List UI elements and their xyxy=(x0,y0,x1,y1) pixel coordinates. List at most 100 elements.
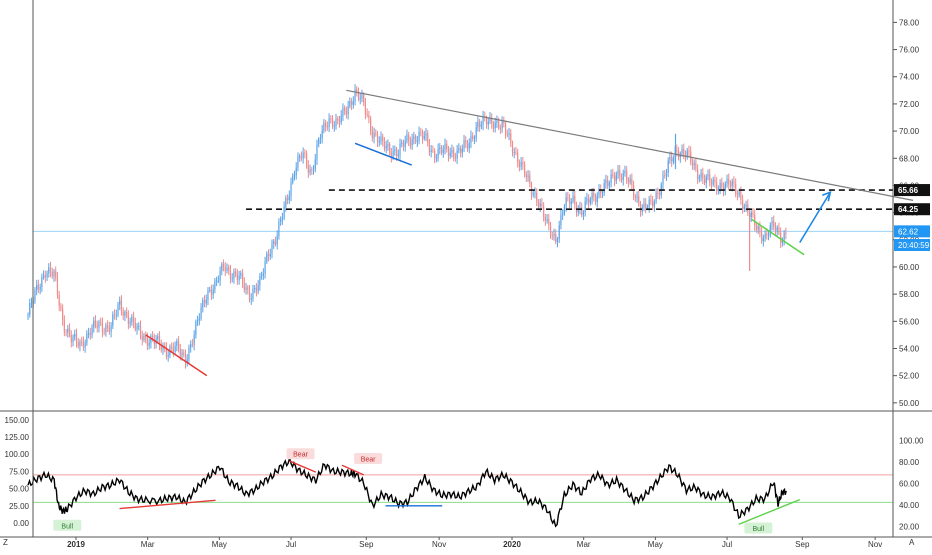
descending-trendline xyxy=(346,89,914,201)
candle-body xyxy=(593,192,595,197)
candle-body xyxy=(613,175,616,181)
candle-body xyxy=(274,241,277,245)
candle-body xyxy=(741,199,744,209)
candle-body xyxy=(555,234,557,242)
candle-body xyxy=(610,174,612,183)
candle-body xyxy=(82,341,85,348)
candle-body xyxy=(299,156,301,158)
bull-badge-1-bg xyxy=(53,519,82,531)
candle-body xyxy=(138,325,140,327)
candle-body xyxy=(459,147,462,153)
candle-body xyxy=(293,175,296,176)
candle-body xyxy=(697,169,699,179)
candle-body xyxy=(328,118,330,128)
price-axis-tick-label: 76.00 xyxy=(899,46,920,55)
candle-body xyxy=(693,162,695,166)
candle-body xyxy=(691,161,694,166)
candle-body xyxy=(735,183,737,194)
candle-body xyxy=(267,253,270,257)
candle-body xyxy=(411,139,413,146)
candle-body xyxy=(588,198,590,204)
candle-body xyxy=(304,152,306,154)
candle-body xyxy=(126,311,128,316)
price-axis-tick-label: 68.00 xyxy=(899,154,920,163)
candle-body xyxy=(532,193,534,195)
candle-body xyxy=(440,147,443,153)
candle-body xyxy=(84,343,86,348)
oscillator-pane: Bull Bear Bear Bull xyxy=(27,448,893,534)
candle-body xyxy=(342,107,344,116)
corner-label-right[interactable]: A xyxy=(909,538,915,547)
candle-body xyxy=(568,197,571,205)
price-axis-tick-label: 52.00 xyxy=(899,372,920,381)
candle-body xyxy=(323,122,325,131)
candle-body xyxy=(338,120,341,123)
candle-body xyxy=(113,314,116,316)
price-labels-layer: 65.66 64.25 62.62 20:40:59 xyxy=(894,184,930,251)
candle-body xyxy=(389,144,391,153)
candle-body xyxy=(316,144,318,160)
candle-body xyxy=(221,264,223,271)
candle-body xyxy=(724,183,726,191)
drawings-layer xyxy=(145,89,914,377)
candle-body xyxy=(250,298,252,300)
candle-body xyxy=(264,261,266,274)
candle-body xyxy=(515,152,517,154)
candle-body xyxy=(98,322,100,328)
price-axis-tick-label: 78.00 xyxy=(899,18,920,27)
candle-body xyxy=(129,321,131,324)
candle-body xyxy=(105,325,107,333)
candle-body xyxy=(556,239,559,242)
candle-body xyxy=(262,273,264,276)
candle-body xyxy=(731,180,733,187)
candle-body xyxy=(543,205,545,217)
candle-body xyxy=(233,271,235,279)
candle-body xyxy=(122,311,124,316)
candle-body xyxy=(479,121,481,127)
candle-body xyxy=(305,153,308,166)
price-label-text: 65.66 xyxy=(898,186,919,195)
candle-body xyxy=(235,271,237,275)
candle-body xyxy=(466,142,469,149)
candle-body xyxy=(475,127,477,139)
candle-body xyxy=(721,182,723,188)
candle-body xyxy=(399,143,401,155)
candle-body xyxy=(710,182,713,185)
candle-body xyxy=(300,156,303,159)
price-label-text: 20:40:59 xyxy=(898,241,930,250)
candle-body xyxy=(295,167,297,176)
candle-body xyxy=(214,280,216,290)
candle-body xyxy=(231,278,233,280)
candle-body xyxy=(530,184,533,195)
candle-body xyxy=(584,201,586,213)
candle-body xyxy=(548,219,550,225)
candle-body xyxy=(631,178,633,186)
candle-body xyxy=(451,149,453,153)
candle-body xyxy=(714,179,716,183)
candle-body xyxy=(662,175,664,185)
candle-body xyxy=(309,169,311,173)
candle-body xyxy=(51,272,53,277)
candle-body xyxy=(776,227,778,231)
candle-body xyxy=(37,284,40,290)
candle-body xyxy=(370,118,372,131)
candle-body xyxy=(404,140,406,147)
candle-body xyxy=(650,199,652,201)
candle-body xyxy=(222,264,225,268)
candle-body xyxy=(551,235,553,237)
green-trendline xyxy=(751,218,805,256)
candle-body xyxy=(603,183,605,193)
candle-body xyxy=(93,320,95,328)
candle-body xyxy=(655,192,657,202)
candle-body xyxy=(216,280,218,282)
candle-body xyxy=(120,300,123,312)
candle-body xyxy=(190,344,192,348)
candle-body xyxy=(586,198,588,202)
candle-body xyxy=(110,325,112,332)
candle-body xyxy=(385,145,387,149)
candle-body xyxy=(375,132,377,135)
candle-body xyxy=(172,347,174,352)
candle-body xyxy=(523,164,526,175)
candle-body xyxy=(134,322,136,330)
candle-body xyxy=(70,335,72,343)
